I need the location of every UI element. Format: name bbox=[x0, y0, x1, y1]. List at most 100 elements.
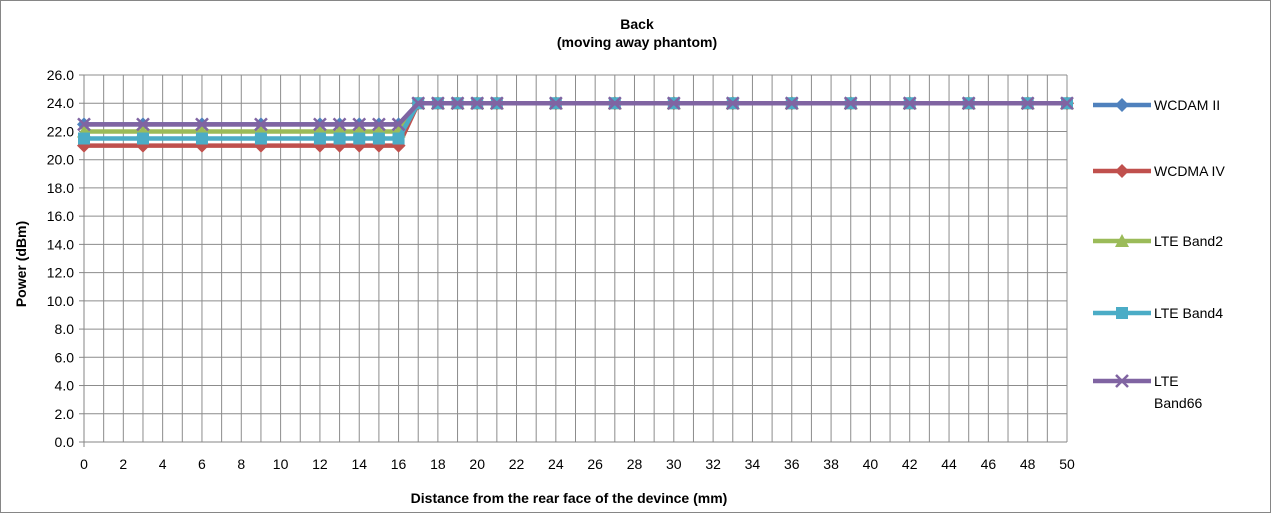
legend-label: LTE Band4 bbox=[1154, 305, 1223, 321]
data-point bbox=[195, 117, 209, 132]
y-tick-label: 26.0 bbox=[47, 67, 74, 83]
x-tick-label: 12 bbox=[312, 456, 328, 472]
x-tick-label: 50 bbox=[1059, 456, 1075, 472]
y-tick-label: 6.0 bbox=[55, 349, 75, 365]
y-axis-label: Power (dBm) bbox=[13, 221, 29, 307]
data-point bbox=[136, 117, 150, 132]
data-point bbox=[195, 132, 208, 145]
x-tick-label: 2 bbox=[119, 456, 127, 472]
legend: WCDAM II WCDMA IV LTE Band2 LTE Band4 LTE Ban… bbox=[1093, 97, 1225, 411]
data-point bbox=[332, 117, 347, 132]
x-tick-label: 46 bbox=[981, 456, 997, 472]
data-point bbox=[353, 132, 366, 145]
data-point bbox=[77, 117, 91, 132]
data-point bbox=[489, 96, 504, 111]
data-point bbox=[254, 132, 267, 145]
x-tick-label: 20 bbox=[469, 456, 485, 472]
data-point bbox=[843, 96, 858, 111]
y-tick-label: 8.0 bbox=[55, 321, 75, 337]
data-point bbox=[725, 96, 740, 111]
x-tick-label: 24 bbox=[548, 456, 564, 472]
legend-label: Band66 bbox=[1154, 395, 1202, 411]
x-tick-label: 32 bbox=[705, 456, 721, 472]
x-tick-label: 8 bbox=[237, 456, 245, 472]
legend-item: WCDAM II bbox=[1093, 97, 1220, 113]
series-line bbox=[84, 100, 1067, 127]
y-tick-label: 10.0 bbox=[47, 293, 74, 309]
legend-label: WCDMA IV bbox=[1154, 163, 1225, 179]
data-point bbox=[784, 96, 799, 111]
y-tick-label: 24.0 bbox=[47, 95, 74, 111]
data-point bbox=[1060, 96, 1074, 111]
x-tick-label: 28 bbox=[627, 456, 643, 472]
x-tick-labels: 0 2 4 6 8 10 12 14 16 18 20 22 24 26 28 30 32 34 36 38 40 42 4… bbox=[80, 456, 1075, 472]
x-tick-label: 36 bbox=[784, 456, 800, 472]
legend-label: LTE Band2 bbox=[1154, 233, 1223, 249]
y-tick-label: 16.0 bbox=[47, 208, 74, 224]
data-point bbox=[411, 96, 426, 111]
data-point bbox=[430, 96, 445, 111]
data-point bbox=[313, 132, 326, 145]
legend-marker bbox=[1115, 164, 1129, 178]
data-point bbox=[313, 117, 327, 132]
data-point bbox=[1020, 96, 1035, 111]
data-point bbox=[607, 96, 622, 111]
data-point bbox=[136, 132, 149, 145]
x-tick-label: 22 bbox=[509, 456, 525, 472]
legend-item: LTE Band2 bbox=[1093, 233, 1223, 249]
data-point bbox=[450, 96, 465, 111]
x-tick-label: 0 bbox=[80, 456, 88, 472]
x-tick-label: 10 bbox=[273, 456, 289, 472]
legend-item: WCDMA IV bbox=[1093, 163, 1225, 179]
data-point bbox=[548, 96, 563, 111]
x-tick-label: 34 bbox=[745, 456, 761, 472]
legend-marker bbox=[1116, 307, 1128, 319]
legend-item: LTE Band66 bbox=[1093, 373, 1202, 411]
data-point bbox=[391, 117, 406, 132]
legend-label: LTE bbox=[1154, 373, 1179, 389]
y-tick-label: 14.0 bbox=[47, 236, 74, 252]
legend-marker bbox=[1115, 374, 1129, 388]
chart-title: Back bbox=[620, 16, 654, 32]
y-tick-label: 2.0 bbox=[55, 406, 75, 422]
data-point bbox=[78, 132, 90, 145]
x-tick-label: 6 bbox=[198, 456, 206, 472]
data-point bbox=[333, 132, 346, 145]
legend-label: WCDAM II bbox=[1154, 97, 1220, 113]
chart-subtitle: (moving away phantom) bbox=[557, 34, 717, 50]
x-tick-label: 26 bbox=[587, 456, 603, 472]
data-point bbox=[372, 117, 386, 132]
legend-marker bbox=[1115, 234, 1129, 247]
x-tick-label: 16 bbox=[391, 456, 407, 472]
data-point bbox=[372, 132, 385, 145]
x-tick-label: 30 bbox=[666, 456, 682, 472]
data-point bbox=[470, 96, 485, 111]
y-tick-label: 18.0 bbox=[47, 180, 74, 196]
legend-marker bbox=[1115, 98, 1129, 112]
data-point bbox=[902, 96, 917, 111]
y-tick-label: 22.0 bbox=[47, 123, 74, 139]
series-lte-band66 bbox=[77, 96, 1074, 132]
x-tick-label: 38 bbox=[823, 456, 839, 472]
y-tick-label: 20.0 bbox=[47, 152, 74, 168]
y-tick-label: 0.0 bbox=[55, 434, 75, 450]
x-tick-label: 18 bbox=[430, 456, 446, 472]
data-point bbox=[392, 132, 405, 145]
data-point bbox=[666, 96, 681, 111]
legend-item: LTE Band4 bbox=[1093, 305, 1223, 321]
data-point bbox=[254, 117, 268, 132]
x-tick-label: 44 bbox=[941, 456, 957, 472]
y-tick-labels: 0.0 2.0 4.0 6.0 8.0 10.0 12.0 14.0 16.0 18.0 20.0 2… bbox=[47, 67, 74, 450]
data-point bbox=[352, 117, 367, 132]
x-tick-label: 4 bbox=[159, 456, 167, 472]
x-tick-label: 40 bbox=[863, 456, 879, 472]
y-tick-label: 4.0 bbox=[55, 378, 75, 394]
x-tick-label: 48 bbox=[1020, 456, 1036, 472]
x-axis-label: Distance from the rear face of the devin… bbox=[411, 490, 728, 506]
data-point bbox=[961, 96, 976, 111]
x-tick-label: 14 bbox=[351, 456, 367, 472]
y-tick-label: 12.0 bbox=[47, 265, 74, 281]
plot-area bbox=[77, 96, 1074, 153]
